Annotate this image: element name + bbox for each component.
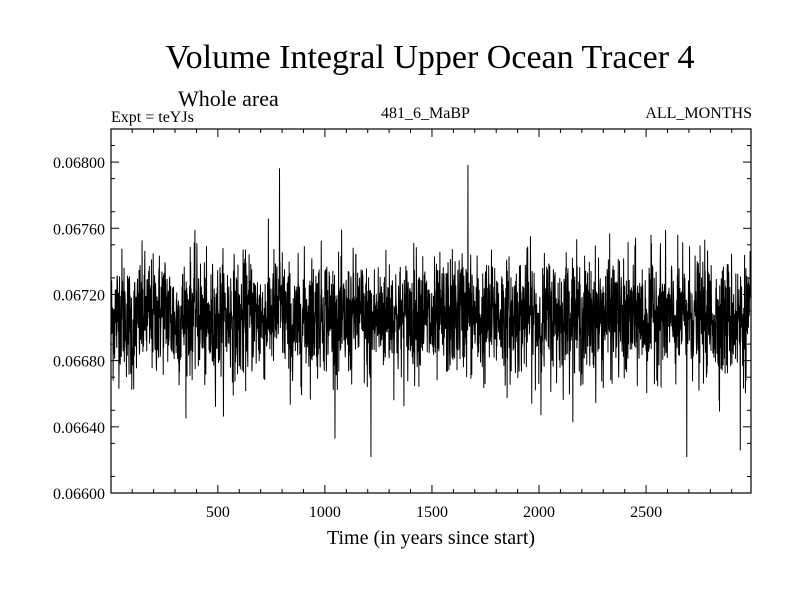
y-tick-label: 0.06680 — [53, 354, 105, 371]
experiment-label: Expt = teYJs — [111, 109, 194, 126]
axis-layer: 500 1000 1500 2000 2500 0.06600 0.06640 0.06680… — [53, 129, 751, 521]
y-tick-label: 0.06760 — [53, 221, 105, 238]
y-tick-label: 0.06800 — [53, 155, 105, 172]
y-tick-label: 0.06640 — [53, 420, 105, 437]
x-tick-label: 500 — [206, 504, 230, 521]
series-layer — [110, 164, 752, 458]
x-axis-label: Time (in years since start) — [327, 527, 535, 549]
tracer-series-line — [110, 164, 752, 458]
y-tick-label: 0.06720 — [53, 287, 105, 304]
chart-subtitle: Whole area — [178, 86, 279, 111]
run-label: 481_6_MaBP — [381, 105, 470, 122]
x-tick-label: 2000 — [523, 504, 555, 521]
y-tick-label: 0.06600 — [53, 486, 105, 503]
chart-title: Volume Integral Upper Ocean Tracer 4 — [165, 39, 695, 76]
x-tick-label: 1500 — [416, 504, 448, 521]
x-tick-label: 1000 — [309, 504, 341, 521]
x-tick-label: 2500 — [630, 504, 662, 521]
months-label: ALL_MONTHS — [645, 105, 752, 122]
